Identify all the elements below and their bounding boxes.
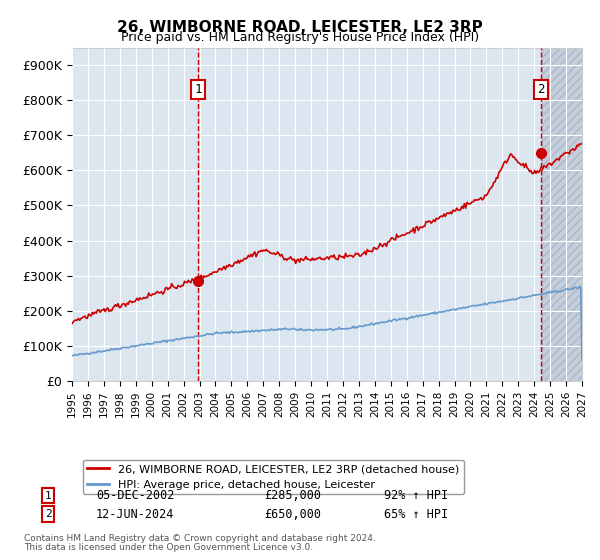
Text: 05-DEC-2002: 05-DEC-2002 (96, 489, 175, 502)
Text: 1: 1 (194, 83, 202, 96)
Text: 1: 1 (44, 491, 52, 501)
Text: Contains HM Land Registry data © Crown copyright and database right 2024.: Contains HM Land Registry data © Crown c… (24, 534, 376, 543)
Text: 12-JUN-2024: 12-JUN-2024 (96, 507, 175, 521)
Text: £650,000: £650,000 (264, 507, 321, 521)
Text: This data is licensed under the Open Government Licence v3.0.: This data is licensed under the Open Gov… (24, 543, 313, 552)
Text: £285,000: £285,000 (264, 489, 321, 502)
Bar (542, 48, 582, 381)
Text: 2: 2 (44, 509, 52, 519)
Text: 26, WIMBORNE ROAD, LEICESTER, LE2 3RP: 26, WIMBORNE ROAD, LEICESTER, LE2 3RP (117, 20, 483, 35)
Text: 92% ↑ HPI: 92% ↑ HPI (384, 489, 448, 502)
Text: 2: 2 (538, 83, 545, 96)
Text: Price paid vs. HM Land Registry's House Price Index (HPI): Price paid vs. HM Land Registry's House … (121, 31, 479, 44)
Legend: 26, WIMBORNE ROAD, LEICESTER, LE2 3RP (detached house), HPI: Average price, deta: 26, WIMBORNE ROAD, LEICESTER, LE2 3RP (d… (83, 460, 464, 494)
Bar (542, 48, 582, 381)
Text: 65% ↑ HPI: 65% ↑ HPI (384, 507, 448, 521)
